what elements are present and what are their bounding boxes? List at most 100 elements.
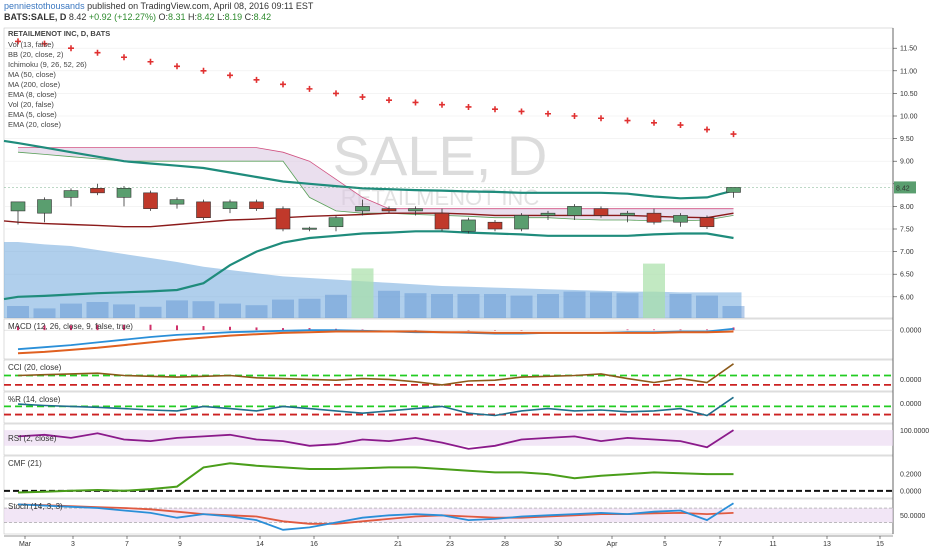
macd-hist-bar bbox=[494, 330, 496, 331]
pctr-label: %R (14, close) bbox=[8, 395, 61, 404]
volume-bar bbox=[378, 290, 400, 318]
macd-hist-bar bbox=[626, 329, 629, 331]
psar-marker bbox=[333, 90, 339, 97]
legend-item: EMA (5, close) bbox=[8, 110, 57, 119]
macd-hist-bar bbox=[96, 324, 99, 331]
y-tick-label: 8.00 bbox=[900, 204, 914, 211]
psar-marker bbox=[200, 67, 207, 74]
close-value: 8.42 bbox=[253, 12, 272, 22]
cmf-axis-label-0: 0.2000 bbox=[900, 472, 922, 479]
candle-body bbox=[540, 212, 556, 216]
psar-marker bbox=[41, 40, 48, 47]
stoch-k-line bbox=[17, 502, 734, 531]
candle-body bbox=[646, 212, 662, 223]
psar-marker bbox=[280, 81, 286, 88]
volume-bar bbox=[696, 295, 718, 318]
macd-hist-bar bbox=[679, 329, 682, 331]
x-tick-label: 15 bbox=[876, 541, 884, 548]
cmf-axis-label-1: 0.0000 bbox=[900, 488, 922, 495]
candle-body bbox=[408, 208, 423, 212]
x-tick-label: 7 bbox=[125, 541, 129, 548]
y-tick-label: 11.00 bbox=[900, 68, 917, 75]
psar-marker bbox=[624, 117, 631, 124]
candle-body bbox=[726, 187, 741, 193]
psar-marker bbox=[492, 106, 498, 113]
candle-body bbox=[10, 201, 26, 212]
volume-bar bbox=[590, 292, 612, 318]
x-tick-label: 3 bbox=[71, 541, 75, 548]
candle-body bbox=[302, 227, 317, 230]
candle-body bbox=[355, 206, 370, 212]
last-price-label: 8.42 bbox=[896, 185, 910, 192]
x-tick-label: Mar bbox=[19, 541, 32, 548]
volume-bar bbox=[351, 268, 374, 318]
psar-marker bbox=[412, 99, 419, 106]
signal-line bbox=[17, 330, 734, 355]
psar-marker bbox=[677, 122, 684, 129]
x-tick-label: 7 bbox=[718, 541, 722, 548]
macd-label: MACD (12, 26, close, 9, false, true) bbox=[8, 322, 133, 331]
volume-bar bbox=[457, 294, 480, 318]
y-tick-label: 11.50 bbox=[900, 46, 917, 53]
last-price-box bbox=[894, 181, 916, 194]
candle-body bbox=[169, 199, 185, 205]
psar-marker bbox=[227, 72, 233, 79]
macd-hist-bar bbox=[43, 325, 46, 331]
volume-bar bbox=[219, 303, 241, 318]
y-tick-label: 10.50 bbox=[900, 91, 918, 98]
macd-hist-bar bbox=[17, 326, 19, 331]
volume-bar bbox=[643, 263, 665, 318]
volume-bar bbox=[245, 305, 268, 318]
legend-item: MA (50, close) bbox=[8, 70, 56, 79]
rsi-band bbox=[4, 430, 893, 446]
candle-body bbox=[328, 217, 344, 228]
y-tick-label: 7.00 bbox=[900, 249, 914, 256]
volume-bar bbox=[7, 306, 29, 318]
psar-marker bbox=[94, 49, 101, 56]
pctr-line bbox=[17, 396, 734, 417]
high-value: 8.42 bbox=[197, 12, 215, 22]
candle-body bbox=[275, 208, 291, 230]
macd-hist-bar bbox=[653, 329, 655, 331]
x-tick-label: 13 bbox=[823, 541, 831, 548]
psar-marker bbox=[306, 85, 313, 92]
watermark-symbol: SALE, D bbox=[333, 124, 548, 187]
x-tick-label: 30 bbox=[554, 541, 562, 548]
symbol: BATS:SALE, D bbox=[4, 12, 67, 22]
symbol-line: BATS:SALE, D 8.42 +0.92 (+12.27%) O:8.31… bbox=[4, 12, 271, 23]
pctr-axis-label: 0.0000 bbox=[900, 401, 922, 408]
cloud-span-b bbox=[18, 147, 734, 210]
volume-bar bbox=[272, 299, 294, 318]
legend-item: BB (20, close, 2) bbox=[8, 50, 64, 59]
author-link[interactable]: penniestothousands bbox=[4, 1, 85, 11]
volume-bar bbox=[722, 306, 745, 318]
publish-line: penniestothousands published on TradingV… bbox=[4, 1, 313, 12]
candle-body bbox=[143, 192, 158, 209]
candle-body bbox=[116, 188, 132, 198]
psar-marker bbox=[465, 103, 472, 110]
x-tick-label: 16 bbox=[310, 541, 318, 548]
published-text: published on TradingView.com, April 08, … bbox=[87, 1, 314, 11]
legend-item: EMA (20, close) bbox=[8, 120, 61, 129]
macd-hist-bar bbox=[202, 326, 205, 331]
rsi-label: RSI (2, close) bbox=[8, 434, 57, 443]
psar-marker bbox=[730, 131, 737, 138]
macd-hist-bar bbox=[123, 324, 125, 331]
volume-bar bbox=[113, 304, 135, 318]
y-tick-label: 7.50 bbox=[900, 227, 914, 234]
macd-axis-label: 0.0000 bbox=[900, 328, 922, 335]
candle-body bbox=[699, 217, 715, 228]
volume-bar bbox=[325, 294, 347, 318]
open-value: 8.31 bbox=[168, 12, 186, 22]
macd-hist-bar bbox=[149, 324, 152, 331]
volume-bar bbox=[537, 294, 559, 318]
volume-bar bbox=[192, 301, 215, 318]
x-tick-label: 28 bbox=[501, 541, 509, 548]
candle-body bbox=[620, 212, 635, 216]
candle-body bbox=[567, 206, 582, 216]
volume-bar bbox=[33, 308, 56, 318]
legend-item: Vol (13, false) bbox=[8, 40, 54, 49]
y-tick-label: 10.00 bbox=[900, 114, 918, 121]
chart-header: penniestothousands published on TradingV… bbox=[0, 0, 932, 24]
